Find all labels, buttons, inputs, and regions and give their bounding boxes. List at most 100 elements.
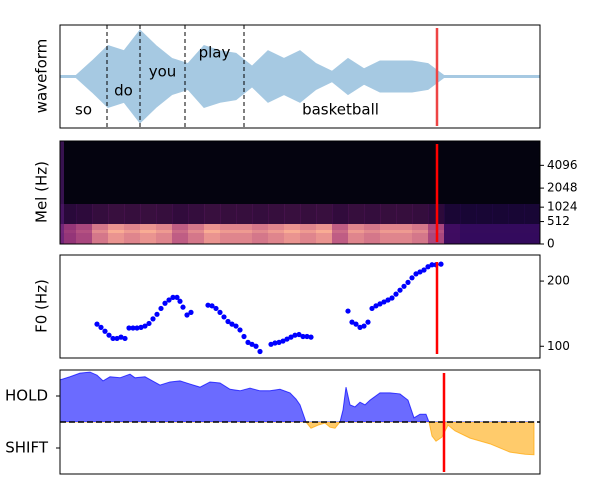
spectrogram-harmonic [380,230,397,233]
f0-point [257,348,263,355]
f0-point [425,264,431,270]
y-axis-label: Mel (Hz) [33,161,51,223]
panel-frame [59,369,541,475]
spectrogram-cell [348,224,365,244]
f0-point [233,323,239,329]
spectrogram-harmonic [332,230,349,233]
spectrogram-harmonic [300,230,317,233]
f0-point [245,339,251,345]
panel-frame [59,140,541,245]
y-tick-label: 200 [547,274,570,288]
spectrogram-harmonic [284,230,301,233]
f0-point [296,331,302,338]
y-tick-label: 2048 [547,181,578,195]
spectrogram-upper [140,204,157,224]
f0-point [357,324,363,330]
spectrogram-harmonic [236,230,253,233]
f0-point [345,308,351,314]
f0-point [377,301,383,307]
spectrogram-harmonic [316,230,333,233]
spectrogram-upper [76,204,93,224]
word-label: do [114,82,133,100]
f0-point [417,269,423,275]
panel-frame [59,24,541,129]
spectrogram-cell [396,224,413,244]
f0-point [401,283,407,289]
y-tick-label: HOLD [5,387,48,405]
y-tick-label: 4096 [547,158,578,172]
spectrogram-harmonic [76,230,93,233]
spectrogram-cell [156,224,173,244]
f0-point [389,295,395,301]
panel [60,141,540,244]
spectrogram-harmonic [364,230,381,233]
spectrogram-cell [140,224,157,244]
f0-point [353,321,359,327]
f0-point [268,341,274,347]
f0-point [102,328,108,334]
spectrogram-upper [380,204,397,224]
f0-point [221,314,227,320]
f0-point [438,261,444,267]
spectrogram-upper [204,204,221,224]
f0-point [284,336,290,342]
spectrogram-harmonic [188,230,205,233]
panel [60,371,540,456]
spectrogram-upper [268,204,285,224]
f0-point [126,325,132,331]
f0-point [369,305,375,312]
f0-point [349,319,355,325]
spectrogram-edge [60,141,64,244]
f0-point [134,325,140,331]
f0-point [249,341,255,347]
f0-point [106,332,112,338]
y-axis-label: F0 (Hz) [33,279,51,333]
panel [60,29,540,124]
spectrogram-cell [364,224,381,244]
f0-point [118,334,124,340]
spectrogram-harmonic [124,230,141,233]
spectrogram-upper [92,204,109,224]
y-tick-label: SHIFT [5,439,49,457]
spectrogram-harmonic [60,230,77,233]
spectrogram-cell [492,224,509,244]
f0-point [421,267,427,273]
f0-point [397,287,403,293]
spectrogram-upper [124,204,141,224]
f0-point [94,321,100,327]
spectrogram-upper [252,204,269,224]
spectrogram-harmonic [140,230,157,233]
spectrogram-harmonic [508,230,525,233]
spectrogram-upper [524,204,540,224]
f0-point [174,294,180,300]
f0-point [385,297,391,303]
spectrogram-upper [364,204,381,224]
spectrogram-cell [508,224,525,244]
spectrogram-cell [412,224,429,244]
spectrogram-harmonic [268,230,285,233]
f0-point [170,294,176,300]
f0-point [288,334,294,340]
spectrogram-harmonic [156,230,173,233]
f0-point [276,339,282,345]
panel [94,261,444,355]
spectrogram-upper [332,204,349,224]
spectrogram-cell [76,224,93,244]
spectrogram-upper [348,204,365,224]
spectrogram-harmonic [396,230,413,233]
spectrogram-upper [284,204,301,224]
f0-point [180,304,186,310]
f0-point [130,325,136,331]
spectrogram-cell [220,224,237,244]
spectrogram-cell [188,224,205,244]
f0-point [304,333,310,340]
y-tick-label: 512 [547,214,570,228]
y-tick-label: 100 [547,339,570,353]
spectrogram-harmonic [172,230,189,233]
spectrogram-upper [316,204,333,224]
word-label: basketball [302,101,379,119]
spectrogram-harmonic [92,230,109,233]
spectrogram-upper [172,204,189,224]
f0-point [98,324,104,330]
